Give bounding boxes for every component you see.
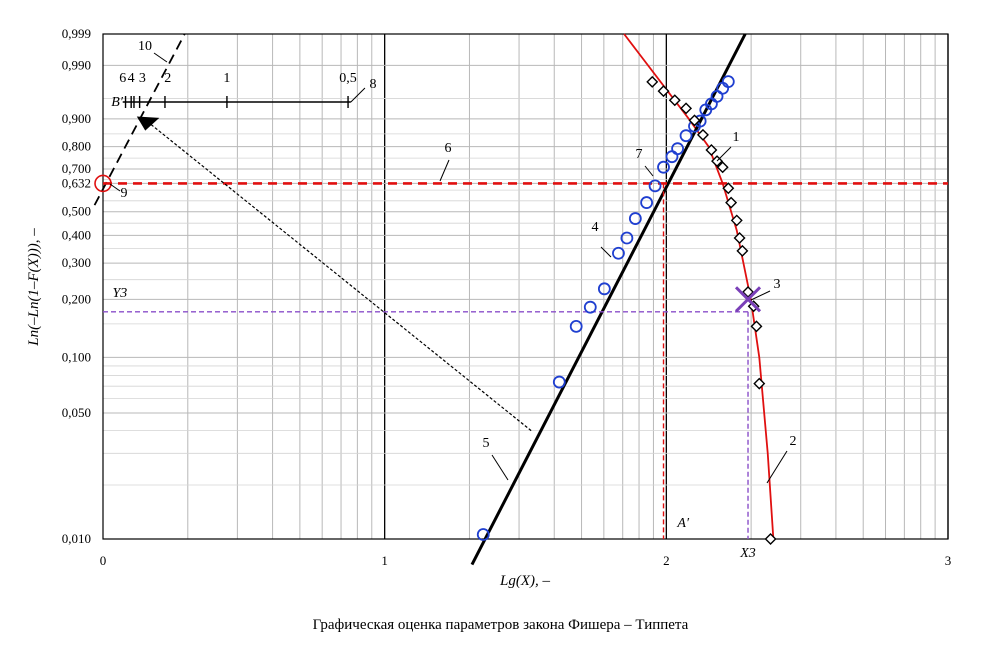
lines [93, 33, 948, 566]
label-2: 2 [790, 434, 797, 449]
y-tick-label: 0,632 [62, 175, 91, 190]
point-9 [94, 174, 112, 193]
data-point-diamond [696, 128, 709, 141]
data-point-circle [665, 150, 679, 164]
chart-caption: Графическая оценка параметров закона Фиш… [312, 617, 689, 633]
leader-9 [109, 183, 121, 192]
data-point-diamond [657, 85, 670, 98]
data-point-diamond [750, 320, 763, 333]
y-tick-label: 0,100 [62, 349, 91, 364]
arrow-line [150, 123, 532, 432]
label-6: 6 [445, 141, 452, 156]
y-tick-label: 0,800 [62, 139, 91, 154]
data-point-circle [476, 528, 490, 541]
axes [102, 33, 949, 540]
data-point-diamond [733, 232, 746, 244]
cross-mark [734, 286, 762, 313]
line-5 [470, 33, 747, 566]
data-point-diamond [736, 244, 749, 257]
y-tick-label: 0,010 [62, 531, 91, 546]
label-4: 4 [592, 220, 599, 235]
leader-7 [644, 165, 654, 177]
leader-4 [600, 246, 612, 258]
x-tick-label: 0 [100, 553, 107, 568]
label-b-prime: B′ [111, 95, 124, 110]
data-point-diamond [730, 214, 743, 227]
data-point-circle [583, 300, 597, 314]
data-point-circle [612, 246, 625, 260]
label-y3: Y3 [113, 286, 128, 301]
grid [103, 33, 949, 540]
label-x3: X3 [739, 546, 756, 561]
y-tick-label: 0,999 [62, 26, 91, 41]
data-point-diamond [716, 161, 729, 174]
y-tick-label: 0,200 [62, 291, 91, 306]
data-point-circle [628, 212, 642, 225]
data-point-circle [640, 196, 654, 209]
data-point-circle [552, 375, 566, 389]
leader-5 [491, 454, 509, 481]
arrow-head [136, 116, 160, 131]
scale-label: 1 [223, 71, 230, 86]
data-point-diamond [742, 285, 755, 298]
data-point-circle [657, 160, 670, 174]
label-5: 5 [483, 436, 490, 451]
data-point-diamond [668, 94, 681, 107]
x-tick-label: 2 [663, 553, 670, 568]
data-point-circle [679, 129, 693, 143]
label-8: 8 [370, 77, 377, 92]
leader-10 [153, 52, 168, 63]
y-tick-label: 0,050 [62, 405, 91, 420]
y-tick-label: 0,900 [62, 111, 91, 126]
data-point-diamond [722, 182, 735, 195]
data-point-diamond [688, 114, 701, 127]
y-tick-label: 0,300 [62, 255, 91, 270]
label-9: 9 [121, 186, 128, 201]
data-point-circle [597, 282, 611, 296]
leader-1 [716, 146, 732, 162]
data-point-circle [569, 320, 583, 333]
y-tick-label: 0,400 [62, 227, 91, 242]
data-points [94, 75, 777, 545]
scale-label: 3 [139, 71, 146, 86]
y-axis-label: Ln(–Ln(1–F(X))), – [26, 228, 42, 347]
x-tick-label: 3 [945, 553, 952, 568]
scale-label: 4 [128, 71, 135, 86]
x-tick-label: 1 [381, 553, 388, 568]
scale-label: 6 [119, 71, 126, 86]
y-tick-label: 0,500 [62, 204, 91, 219]
label-10: 10 [138, 39, 152, 54]
scale-label: 2 [164, 71, 171, 86]
label-a-prime: A′ [676, 516, 690, 531]
scale-label: 0,5 [339, 71, 357, 86]
data-point-diamond [705, 143, 718, 156]
label-1: 1 [733, 130, 740, 145]
data-point-diamond [725, 196, 738, 209]
data-point-diamond [680, 102, 693, 115]
leader-2 [766, 450, 788, 484]
data-point-diamond [753, 377, 766, 390]
data-point-diamond [764, 533, 777, 545]
leader-6 [439, 159, 450, 182]
data-point-circle [648, 179, 662, 193]
leader-8 [350, 87, 366, 103]
data-point-circle [721, 75, 735, 89]
y-tick-label: 0,990 [62, 57, 91, 72]
leader-3 [750, 290, 771, 301]
data-point-diamond [646, 75, 659, 88]
data-point-circle [671, 142, 684, 156]
plot-frame [102, 33, 949, 540]
label-7: 7 [636, 147, 643, 162]
data-point-circle [620, 231, 634, 245]
y-tick-label: 0,700 [62, 161, 91, 176]
x-axis-label: Lg(X), – [499, 573, 550, 589]
label-3: 3 [774, 277, 781, 292]
